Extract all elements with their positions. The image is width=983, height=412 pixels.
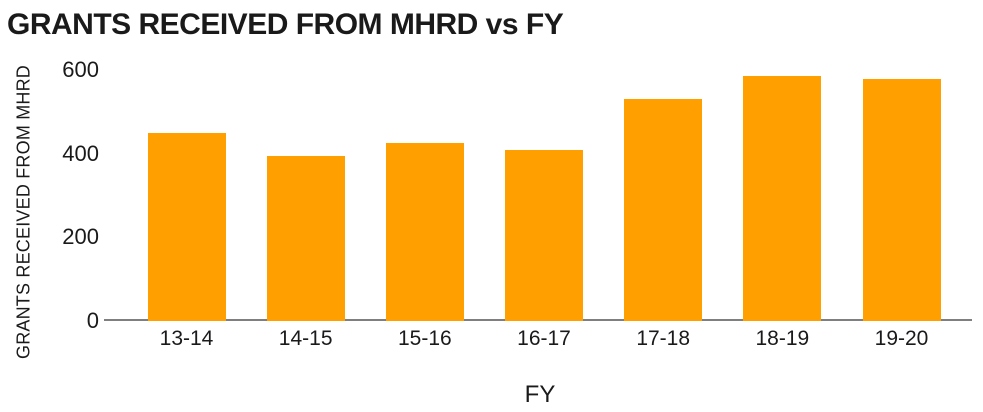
bar-17-18: [624, 99, 703, 321]
y-tick-label: 0: [86, 307, 99, 333]
bar-14-15: [266, 156, 345, 321]
bar-13-14: [147, 133, 226, 321]
x-tick-label: 14-15: [278, 327, 333, 350]
x-tick-label: 19-20: [874, 327, 929, 350]
bar-19-20: [862, 79, 941, 321]
y-tick-label: 600: [62, 57, 99, 82]
bar-18-19: [743, 76, 822, 321]
x-tick-label: 18-19: [755, 327, 810, 350]
x-axis-title: FY: [524, 381, 556, 408]
bar-15-16: [385, 143, 464, 321]
y-tick-label: 200: [62, 224, 99, 250]
x-tick-label: 16-17: [517, 327, 571, 350]
y-tick-label: 400: [62, 140, 99, 166]
chart-title: GRANTS RECEIVED FROM MHRD vs FY: [7, 8, 564, 41]
bar-16-17: [505, 150, 583, 321]
x-tick-label: 13-14: [159, 327, 214, 350]
x-tick-label: 15-16: [397, 327, 452, 350]
x-tick-label: 17-18: [636, 327, 691, 350]
